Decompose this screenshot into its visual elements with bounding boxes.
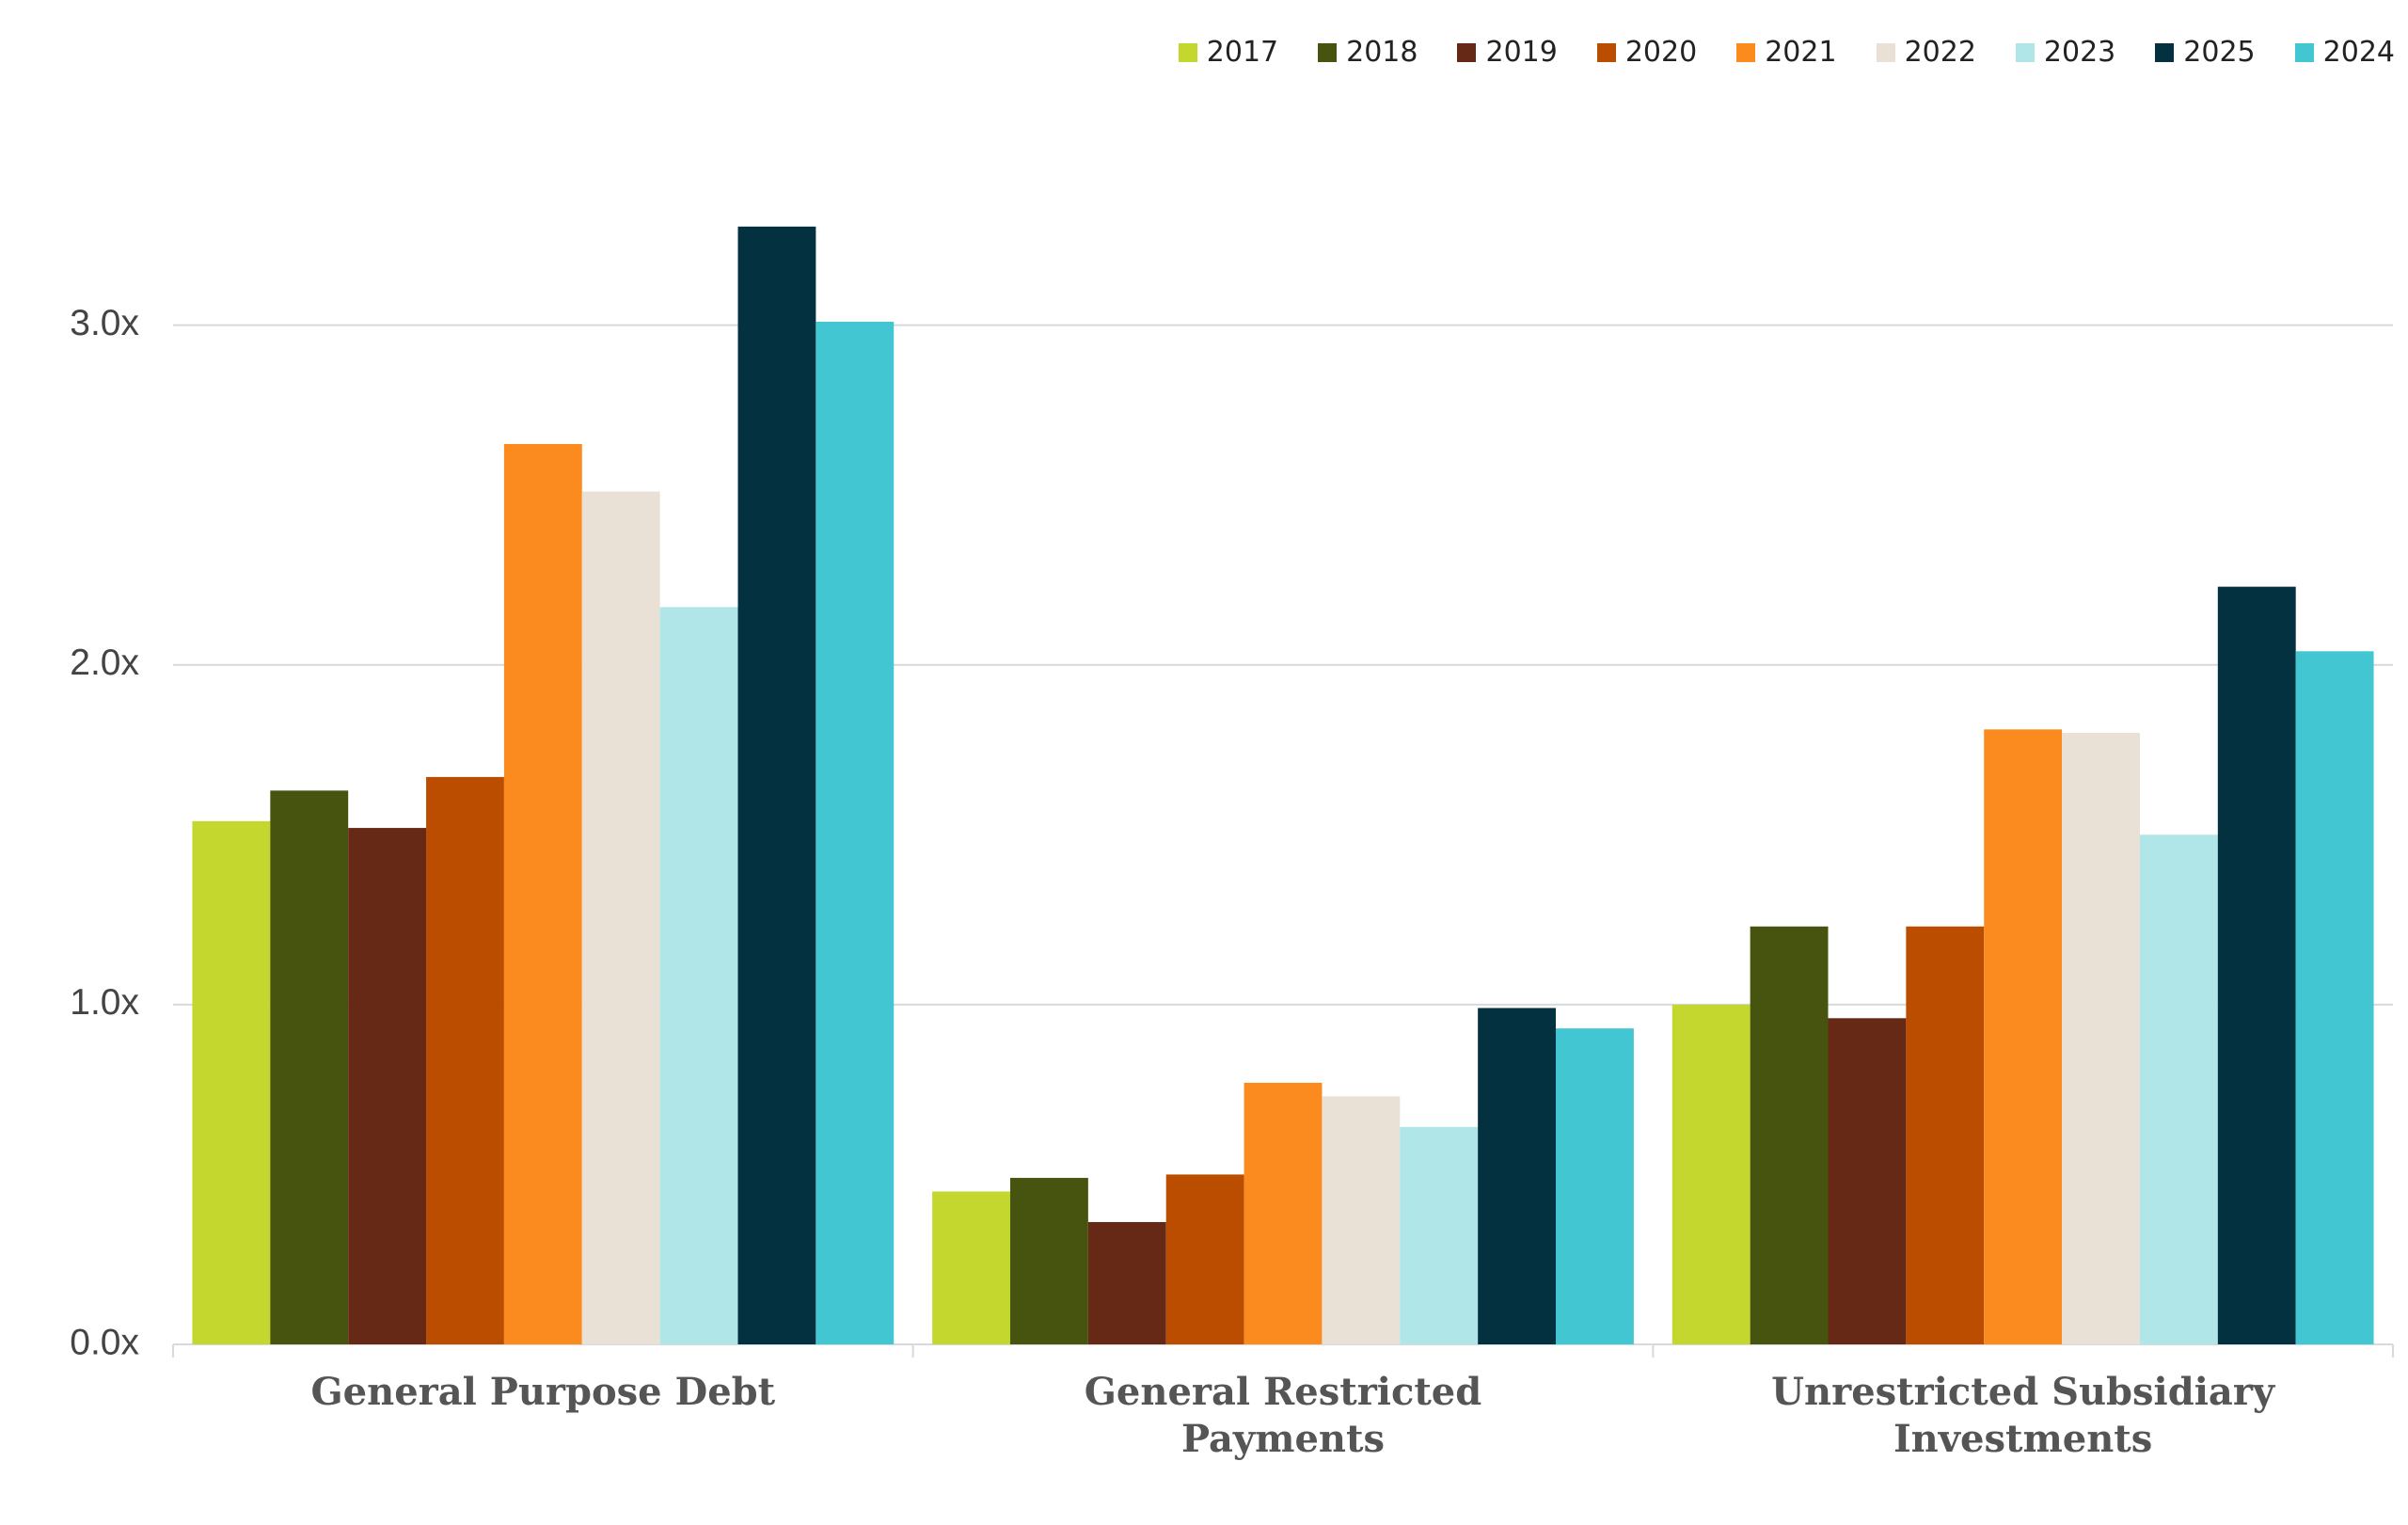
y-tick-label: 3.0x	[70, 303, 139, 343]
legend-item: 2020	[1596, 36, 1698, 69]
bar	[1750, 926, 1829, 1344]
legend-item: 2025	[2155, 36, 2256, 69]
legend-item: 2019	[1457, 36, 1558, 69]
legend-swatch	[1596, 42, 1616, 62]
legend-swatch	[2294, 42, 2314, 62]
bar	[426, 776, 504, 1344]
legend-label: 2023	[2043, 36, 2116, 69]
bar	[1400, 1126, 1479, 1344]
legend-item: 2021	[1736, 36, 1837, 69]
y-tick-label: 1.0x	[70, 982, 139, 1023]
legend-label: 2017	[1206, 36, 1279, 69]
bar	[816, 321, 895, 1345]
legend-swatch	[1457, 42, 1477, 62]
bar	[2295, 651, 2374, 1344]
legend-swatch	[1736, 42, 1756, 62]
legend-item: 2024	[2294, 36, 2395, 69]
legend-label: 2022	[1904, 36, 1976, 69]
bar	[932, 1191, 1010, 1344]
bar	[1478, 1008, 1557, 1344]
legend-swatch	[1876, 42, 1895, 62]
legend-item: 2023	[2015, 36, 2116, 69]
bar	[348, 828, 427, 1344]
bar	[1556, 1028, 1634, 1344]
bar	[1322, 1096, 1401, 1344]
y-tick-label: 2.0x	[70, 643, 139, 683]
legend-label: 2021	[1765, 36, 1837, 69]
legend-label: 2025	[2183, 36, 2256, 69]
legend-item: 2022	[1876, 36, 1976, 69]
legend-swatch	[2155, 42, 2175, 62]
bar	[737, 226, 816, 1345]
legend-label: 2019	[1485, 36, 1558, 69]
bar	[581, 491, 660, 1344]
bar	[1087, 1221, 1166, 1344]
x-tick-label: Unrestricted Subsidiary Investments	[1771, 1370, 2275, 1461]
bar	[1009, 1178, 1088, 1344]
legend-item: 2018	[1318, 36, 1418, 69]
y-tick-label: 0.0x	[70, 1322, 139, 1362]
bar	[2217, 586, 2296, 1344]
bar	[1165, 1174, 1244, 1344]
legend-label: 2020	[1624, 36, 1698, 69]
bar	[1671, 1004, 1751, 1344]
x-tick-label: General Purpose Debt	[310, 1370, 776, 1414]
bar	[2139, 834, 2218, 1344]
bar	[503, 443, 582, 1344]
legend-swatch	[1178, 42, 1197, 62]
bar	[1244, 1082, 1323, 1344]
legend-swatch	[2015, 42, 2035, 62]
legend-swatch	[1318, 42, 1338, 62]
bar	[1828, 1018, 1907, 1344]
bar	[659, 607, 738, 1344]
legend: 2017 2018 2019 2020 2021 2022 2023 2025 2024	[1178, 36, 2395, 69]
legend-label: 2024	[2322, 36, 2395, 69]
bar	[270, 790, 349, 1344]
bar	[192, 820, 271, 1344]
bar	[1906, 926, 1985, 1344]
x-tick-label: General Restricted Payments	[1084, 1370, 1482, 1461]
bar	[1984, 729, 2063, 1344]
legend-item: 2017	[1178, 36, 1279, 69]
legend-label: 2018	[1346, 36, 1418, 69]
bar	[2062, 732, 2140, 1344]
